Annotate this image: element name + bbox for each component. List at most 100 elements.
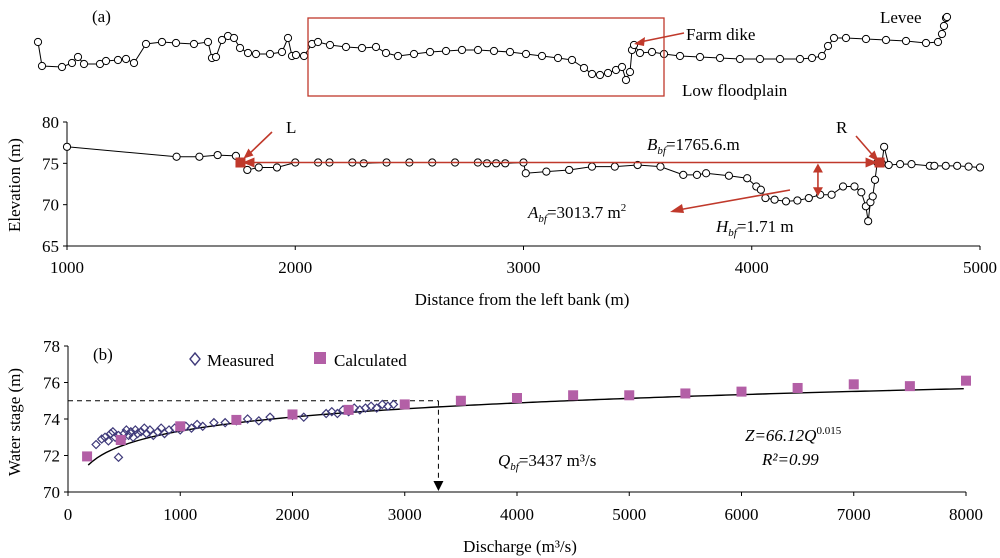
legend-calculated-marker — [314, 352, 326, 364]
cross-section-point — [907, 160, 916, 169]
inset-point — [817, 51, 827, 61]
measured-point — [113, 452, 124, 463]
cross-section-point — [896, 160, 905, 169]
inset-point — [79, 59, 89, 69]
cross-section-point — [770, 195, 779, 204]
cross-section-point — [656, 162, 665, 171]
cross-section-point — [565, 165, 574, 175]
inset-point — [735, 54, 745, 64]
calculated-point — [399, 399, 410, 410]
inset-point — [141, 39, 151, 49]
farm-dike-arrowhead — [634, 37, 645, 46]
zoom-box — [307, 17, 665, 97]
inset-point — [861, 34, 871, 44]
inset-point — [617, 62, 627, 72]
inset-point — [425, 47, 435, 57]
panel-b-y-tick-label: 76 — [43, 374, 60, 393]
right-marker-R: R — [836, 118, 848, 137]
depth-arrowhead-top — [812, 163, 823, 173]
calculated-point — [792, 382, 803, 393]
inset-point — [807, 53, 817, 63]
inset-point — [841, 33, 851, 43]
inset-point — [553, 53, 563, 63]
inset-point — [371, 42, 381, 52]
legend-calculated-label: Calculated — [334, 351, 407, 370]
right-marker-arrowhead — [868, 150, 879, 162]
inset-point — [393, 51, 403, 61]
panel-b-x-tick-label: 5000 — [612, 505, 646, 524]
cross-section-point — [838, 182, 848, 191]
panel-a-x-tick-label: 1000 — [50, 258, 84, 277]
measured-point — [186, 423, 197, 433]
panel-a-ylabel: Elevation (m) — [5, 138, 24, 232]
cross-section-point — [884, 160, 893, 170]
cross-section-point — [870, 175, 880, 184]
panel-a-y-tick-label: 70 — [42, 196, 59, 215]
inset-point — [325, 40, 335, 50]
inset-point — [357, 43, 367, 53]
cross-section-point — [857, 188, 866, 197]
panel-a-x-tick-label: 4000 — [735, 258, 769, 277]
calculated-point — [568, 390, 579, 401]
inset-point — [251, 49, 261, 59]
measured-point — [220, 417, 230, 428]
measured-point — [298, 412, 309, 423]
cross-section-point — [702, 169, 711, 178]
panel-b-x-tick-label: 1000 — [163, 505, 197, 524]
panel-b-xlabel: Discharge (m³/s) — [463, 537, 577, 556]
inset-point — [265, 49, 275, 59]
inset-point — [933, 37, 943, 47]
left-marker-L: L — [286, 118, 296, 137]
left-marker-arrowhead — [243, 148, 254, 159]
inset-point — [537, 51, 547, 61]
measured-point — [209, 417, 219, 428]
inset-point — [211, 52, 221, 62]
measured-point — [152, 426, 163, 437]
inset-point — [937, 29, 947, 39]
inset-point — [129, 58, 139, 68]
calculated-point — [904, 381, 915, 392]
measured-point — [132, 428, 143, 439]
inset-point — [57, 62, 67, 72]
measured-point — [332, 408, 343, 419]
cross-section-point — [692, 170, 702, 180]
measured-point — [326, 406, 337, 417]
cross-section-point — [964, 162, 973, 171]
inset-point — [647, 47, 657, 57]
panel-b-x-tick-label: 0 — [64, 505, 73, 524]
inset-point — [73, 52, 83, 62]
panel-a-label: (a) — [92, 7, 111, 26]
inset-point — [473, 45, 483, 55]
cross-section-point — [213, 150, 222, 160]
calculated-point — [848, 379, 859, 390]
inset-point — [901, 36, 911, 46]
legend: Measured Calculated — [189, 351, 407, 370]
measured-point — [253, 415, 264, 426]
cross-section-point — [272, 163, 282, 172]
inset-point — [567, 55, 577, 65]
qbf-label: Qbf=3437 m³/s — [498, 451, 596, 473]
calculated-point — [680, 388, 691, 399]
panel-a-y-tick-label: 75 — [42, 154, 59, 173]
inset-point — [313, 37, 323, 47]
cross-section-point — [930, 161, 939, 170]
calculated-point — [287, 409, 298, 420]
measured-point — [242, 414, 253, 424]
inset-point — [67, 58, 77, 68]
panel-b-x-tick-label: 4000 — [500, 505, 534, 524]
cross-section-point — [587, 162, 597, 171]
calculated-point — [455, 395, 466, 406]
cross-section-point — [850, 182, 859, 191]
inset-point — [381, 48, 391, 58]
inset-point — [33, 37, 43, 47]
measured-point — [103, 436, 114, 446]
cross-section-point — [243, 165, 252, 175]
panel-a-y-tick-label: 65 — [42, 237, 59, 256]
measured-point — [91, 439, 101, 450]
inset-point — [171, 38, 181, 48]
cross-section-point — [827, 190, 836, 199]
cross-section-point — [542, 167, 551, 176]
area-arrow — [677, 189, 791, 211]
inset-point — [189, 39, 199, 49]
